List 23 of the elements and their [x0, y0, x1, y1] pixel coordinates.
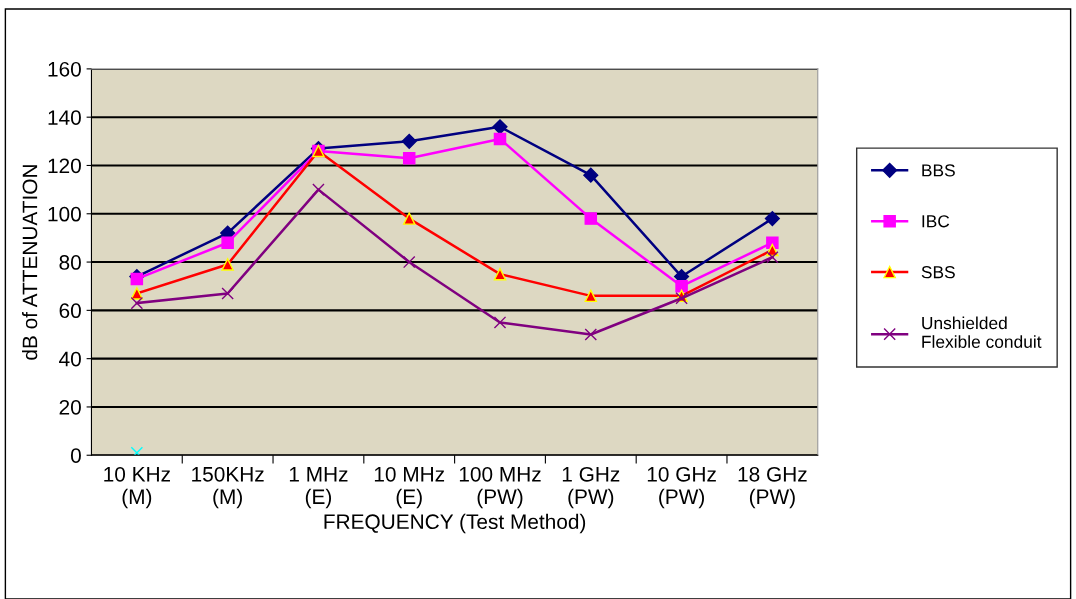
x-tick-label: 1 MHz (E): [289, 467, 348, 509]
x-tick-label: 150KHz (M): [192, 466, 264, 509]
y-tick-label: 100: [48, 206, 81, 222]
legend-label: Unshielded Flexible conduit: [922, 316, 1042, 348]
y-tick-label: 160: [48, 61, 81, 77]
legend-label: BBS: [922, 164, 955, 177]
y-tick-label: 140: [48, 110, 81, 125]
x-tick-label: 1 GHz (PW): [562, 466, 620, 509]
x-tick-label: 10 MHz (E): [374, 466, 445, 509]
x-tick-label: 10 GHz (PW): [647, 466, 716, 509]
x-tick-label: 10 KHz (M): [104, 466, 170, 509]
y-tick-label: 20: [59, 399, 81, 415]
x-axis-title: FREQUENCY (Test Method): [324, 513, 586, 534]
x-tick-label: 100 MHz (PW): [459, 466, 541, 509]
y-tick-label: 0: [70, 448, 81, 463]
x-tick-label: 18 GHz (PW): [738, 466, 807, 509]
legend-label: IBC: [922, 215, 950, 228]
y-axis-title: dB of ATTENUATION: [22, 165, 38, 360]
legend-label: SBS: [921, 266, 955, 279]
y-tick-label: 80: [59, 255, 81, 270]
y-tick-label: 60: [59, 303, 81, 319]
y-tick-label: 40: [59, 351, 81, 367]
y-tick-label: 120: [48, 158, 81, 174]
